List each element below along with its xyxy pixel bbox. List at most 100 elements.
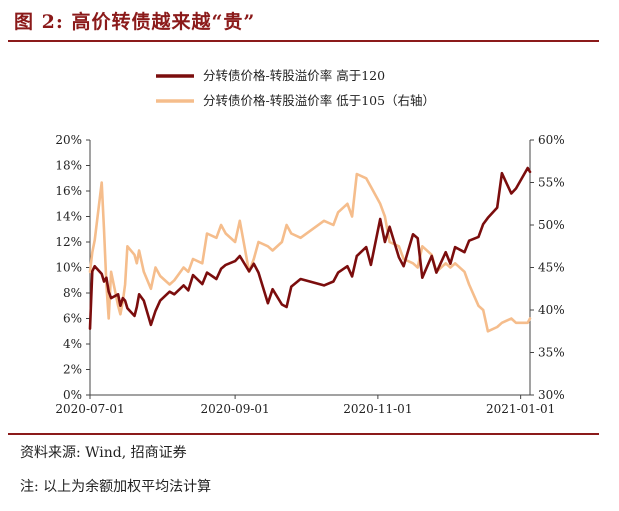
series-point-low — [379, 202, 382, 205]
series-point-low — [173, 279, 176, 282]
series-point-low — [285, 224, 288, 226]
right-tick-label: 35% — [538, 346, 565, 360]
right-tick-label: 55% — [538, 176, 565, 190]
series-point-low — [182, 266, 185, 269]
series-point-low — [150, 287, 152, 290]
series-point-low — [91, 251, 94, 254]
series-point-low — [290, 232, 293, 235]
plot-area — [88, 166, 532, 333]
series-point-low — [496, 326, 499, 328]
axes: 0% 2% 4% 6% 8% 10% 12% 14% 16% 18% 20% 30% 35% 40% 45%… — [55, 133, 564, 416]
series-point-low — [271, 249, 274, 252]
right-tick-label: 50% — [538, 218, 565, 232]
series-point-low — [299, 236, 302, 239]
series-point-low — [337, 211, 339, 214]
series-point-low — [124, 283, 126, 286]
series-point-low — [187, 270, 190, 273]
series-point-low — [135, 262, 138, 265]
series-point-low — [107, 317, 110, 320]
left-tick-label: 18% — [55, 159, 82, 173]
x-tick-label: 2021-01-01 — [486, 402, 555, 416]
series-point-low — [421, 245, 424, 248]
left-tick-label: 16% — [55, 184, 82, 198]
series-point-low — [388, 241, 391, 243]
series-point-low — [412, 262, 414, 265]
right-tick-label: 45% — [538, 261, 565, 275]
series-point-low — [154, 266, 157, 269]
right-tick-label: 30% — [538, 388, 565, 402]
series-point-low — [192, 258, 194, 260]
legend-label-low: 分转债价格-转股溢价率 低于105（右轴） — [203, 93, 435, 108]
left-tick-label: 4% — [63, 337, 82, 351]
x-tick-label: 2020-11-01 — [343, 402, 412, 416]
series-line-high — [88, 166, 532, 331]
series-point-low — [454, 262, 456, 265]
series-point-low — [281, 241, 283, 243]
x-tick-label: 2020-07-01 — [55, 402, 124, 416]
series-point-low — [332, 224, 335, 226]
series-point-low — [468, 283, 470, 286]
series-point-low — [398, 245, 400, 248]
right-tick-label: 40% — [538, 303, 565, 317]
left-tick-label: 0% — [63, 388, 82, 402]
series-point-low — [501, 321, 503, 324]
left-tick-label: 2% — [63, 363, 82, 377]
series-point-low — [477, 304, 480, 307]
method-note: 注: 以上为余额加权平均法计算 — [20, 479, 212, 495]
series-point-low — [346, 202, 349, 205]
series-point-low — [529, 317, 531, 320]
left-tick-label: 6% — [63, 312, 82, 326]
series-point-low — [159, 275, 162, 277]
series-point-low — [93, 239, 96, 242]
series-point-low — [463, 270, 466, 273]
series-point-low — [224, 232, 227, 235]
x-tick-label: 2020-09-01 — [201, 402, 270, 416]
series-point-low — [510, 317, 513, 320]
series-point-low — [133, 253, 136, 256]
left-tick-label: 8% — [63, 286, 82, 300]
series-point-low — [416, 266, 419, 269]
series-point-low — [257, 241, 260, 243]
series-point-low — [515, 321, 517, 324]
series-point-low — [201, 262, 204, 265]
left-tick-label: 20% — [55, 133, 82, 147]
series-point-low — [119, 313, 122, 316]
right-tick-label: 60% — [538, 133, 565, 147]
series-point-low — [238, 219, 241, 222]
series-point-low — [323, 219, 325, 222]
legend-label-high: 分转债价格-转股溢价率 高于120 — [203, 68, 385, 83]
series-point-low — [482, 309, 485, 311]
source-note: 资料来源: Wind, 招商证券 — [20, 445, 187, 461]
series-point-low — [234, 241, 237, 243]
figure-title: 图 2: 高价转债越来越“贵” — [14, 11, 256, 33]
series-point-low — [215, 236, 218, 239]
series-point-low — [100, 181, 103, 184]
series-point-low — [220, 224, 223, 226]
series-point-low — [138, 249, 141, 252]
series-point-low — [384, 215, 386, 218]
series-point-low — [142, 270, 145, 273]
series-point-low — [402, 258, 405, 260]
series-point-low — [117, 304, 119, 307]
series-point-low — [168, 283, 171, 286]
series-point-low — [487, 330, 489, 333]
series-point-low — [126, 245, 129, 248]
series-point-low — [89, 270, 91, 273]
series-point-low — [444, 262, 447, 265]
left-tick-label: 12% — [55, 235, 82, 249]
series-point-low — [206, 232, 208, 235]
series-point-low — [449, 266, 452, 269]
legend: 分转债价格-转股溢价率 高于120 分转债价格-转股溢价率 低于105（右轴） — [156, 68, 435, 108]
series-point-low — [365, 177, 368, 180]
series-point-low — [370, 185, 372, 188]
left-tick-label: 10% — [55, 261, 82, 275]
series-point-low — [103, 228, 105, 231]
series-point-low — [351, 215, 353, 218]
series-point-low — [526, 321, 529, 324]
series-point-low — [110, 270, 112, 273]
series-point-low — [355, 173, 358, 175]
title-rule — [8, 40, 599, 42]
series-point-low — [267, 245, 269, 248]
source-rule — [8, 433, 599, 435]
